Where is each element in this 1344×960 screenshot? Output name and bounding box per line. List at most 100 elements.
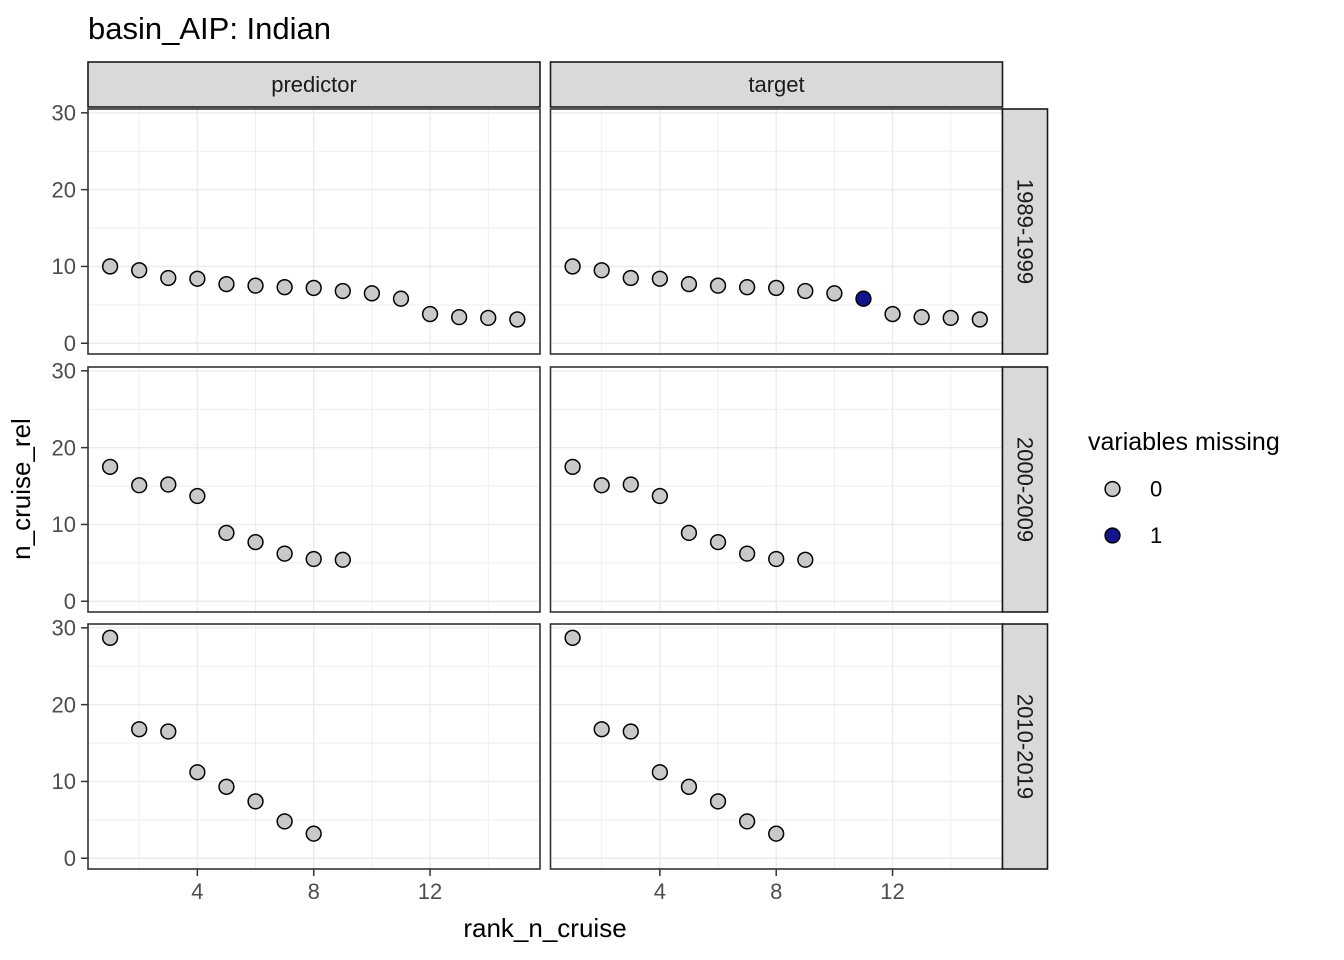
data-point (218, 275, 235, 293)
y-tick-label: 20 (52, 692, 76, 717)
facet-strip-rect (1001, 108, 1049, 355)
data-point (421, 305, 439, 323)
data-point (509, 311, 526, 328)
data-point (131, 721, 148, 738)
facet-row-strip-1989-1999: 1989-1999 (1001, 108, 1049, 355)
data-point (680, 524, 698, 542)
data-point (276, 279, 293, 296)
facet-col-label: predictor (271, 72, 357, 97)
facet-strip-rect (549, 61, 1004, 108)
data-point (450, 308, 468, 326)
data-point (738, 545, 756, 562)
data-point (738, 813, 756, 830)
y-tick-label: 30 (52, 616, 76, 641)
x-axis-title: rank_n_cruise (463, 913, 626, 943)
y-tick-label: 0 (64, 846, 76, 871)
data-point (797, 551, 814, 568)
panels-layer (87, 108, 1004, 870)
facet-strip-rect (1001, 366, 1049, 613)
data-point (680, 275, 698, 293)
panel-target-2000-2009 (549, 366, 1004, 613)
panel-border (87, 108, 541, 355)
panel-predictor-1989-1999 (87, 108, 541, 355)
facet-col-label: target (748, 72, 804, 97)
legend-item-0: 0 (1104, 477, 1162, 502)
legend-key-circle-1 (1104, 527, 1121, 544)
data-point (622, 476, 639, 493)
data-point (131, 262, 148, 279)
y-tick-label: 10 (52, 512, 76, 537)
data-point (247, 793, 264, 810)
data-point (593, 721, 610, 738)
panel-target-2010-2019 (549, 623, 1004, 870)
data-point (855, 290, 872, 307)
panel-predictor-2000-2009 (87, 366, 541, 613)
facet-col-strip-predictor: predictor (87, 61, 541, 108)
data-point (247, 533, 264, 551)
data-point (942, 309, 959, 327)
facet-strip-rect (1001, 623, 1049, 870)
data-point (189, 487, 206, 505)
data-point (131, 477, 148, 494)
x-tick-label: 4 (191, 879, 203, 904)
y-tick-label: 0 (64, 589, 76, 614)
data-point (189, 764, 206, 781)
data-point (593, 477, 610, 494)
data-point (101, 458, 119, 475)
facet-row-label: 2000-2009 (1012, 437, 1037, 542)
data-point (971, 311, 988, 328)
data-point (564, 258, 581, 275)
data-point (305, 825, 322, 842)
facet-col-strip-target: target (549, 61, 1004, 108)
data-point (218, 778, 235, 795)
panel-predictor-2010-2019 (87, 623, 541, 870)
data-point (392, 290, 410, 307)
data-point (189, 270, 206, 287)
panel-target-1989-1999 (549, 108, 1004, 355)
data-point (276, 813, 293, 830)
facet-row-strip-2000-2009: 2000-2009 (1001, 366, 1049, 613)
data-point (101, 258, 119, 275)
x-tick-label: 12 (418, 879, 442, 904)
panel-border (87, 366, 541, 613)
data-point (680, 778, 698, 795)
legend-item-1: 1 (1104, 523, 1162, 548)
data-point (334, 551, 351, 568)
data-point (709, 533, 727, 551)
y-tick-label: 10 (52, 254, 76, 279)
legend: variables missing 0 1 (1088, 428, 1280, 548)
data-point (913, 308, 930, 326)
data-point (709, 277, 727, 294)
data-point (218, 524, 235, 542)
data-point (768, 279, 785, 297)
data-point (622, 723, 639, 740)
data-point (768, 550, 785, 568)
data-point (884, 305, 901, 323)
facet-row-label: 2010-2019 (1012, 694, 1037, 799)
legend-label-1: 1 (1150, 523, 1162, 548)
data-point (160, 476, 177, 493)
plot-title: basin_AIP: Indian (88, 11, 331, 46)
legend-title: variables missing (1088, 428, 1280, 456)
data-point (101, 629, 119, 646)
data-point (480, 309, 497, 327)
data-point (363, 285, 381, 302)
y-tick-label: 20 (52, 177, 76, 202)
data-point (276, 545, 293, 562)
facet-strip-rect (87, 61, 541, 108)
data-point (709, 793, 727, 810)
data-point (564, 458, 581, 475)
data-point (160, 269, 177, 287)
x-tick-label: 8 (308, 879, 320, 904)
data-point (651, 487, 669, 505)
data-point (768, 825, 785, 842)
data-point (797, 282, 814, 300)
data-point (160, 723, 177, 740)
data-point (247, 277, 264, 294)
facet-row-strip-2010-2019: 2010-2019 (1001, 623, 1049, 870)
data-point (651, 270, 669, 287)
x-tick-label: 4 (654, 879, 666, 904)
